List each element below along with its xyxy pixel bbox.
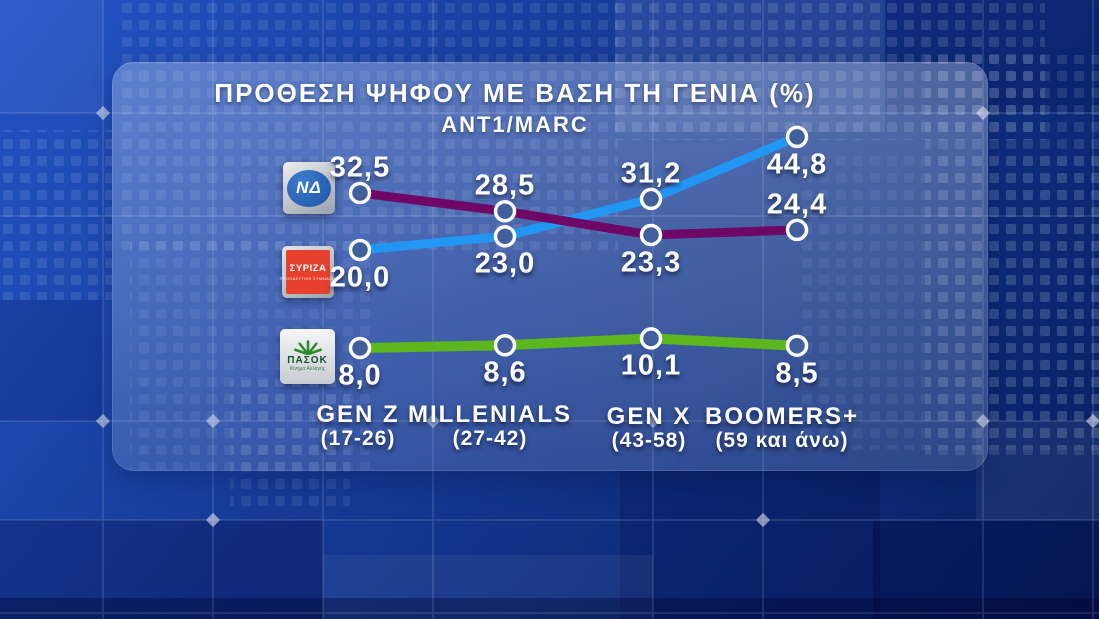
pasok-sun-icon xyxy=(293,340,322,355)
pixel-square-patches xyxy=(0,0,1099,510)
data-point-marker xyxy=(348,238,372,262)
data-point-marker xyxy=(348,336,372,360)
value-label: 44,8 xyxy=(766,148,828,181)
value-label: 23,0 xyxy=(474,247,536,280)
party-logo-nd: ΝΔ xyxy=(283,162,335,214)
category-range: (59 και άνω) xyxy=(715,429,849,452)
category-range: (17-26) xyxy=(320,427,396,450)
x-axis-label-gen-z: GEN Z (17-26) xyxy=(316,402,399,451)
chart-panel xyxy=(112,62,988,471)
syriza-logo-emblem: ΣΥΡΙΖΑ ΠΡΟΟΔΕΥΤΙΚΗ ΣΥΜΜΑΧΙΑ xyxy=(280,250,336,294)
syriza-logo-text: ΣΥΡΙΖΑ xyxy=(289,263,327,274)
value-label: 8,6 xyxy=(483,356,527,389)
data-point-marker xyxy=(639,327,663,350)
value-label: 10,1 xyxy=(620,349,682,382)
series-line-ΠΑΣΟΚ xyxy=(355,333,802,353)
data-point-marker xyxy=(639,187,663,211)
nd-logo-text: ΝΔ xyxy=(296,178,322,197)
data-point-marker xyxy=(493,199,517,223)
nd-logo-emblem: ΝΔ xyxy=(287,169,331,207)
category-name: MILLENIALS xyxy=(408,401,572,428)
chart-source-label: ANT1/MARC xyxy=(441,112,589,137)
x-axis-label-millenials: MILLENIALS (27-42) xyxy=(408,402,572,451)
party-logo-syriza: ΣΥΡΙΖΑ ΠΡΟΟΔΕΥΤΙΚΗ ΣΥΜΜΑΧΙΑ xyxy=(280,246,336,298)
series-line-ΣΥΡΙΖΑ xyxy=(355,188,802,240)
data-point-marker xyxy=(493,334,517,357)
data-point-marker xyxy=(785,125,809,149)
pasok-logo-text: ΠΑΣΟΚ xyxy=(287,355,328,366)
party-logo-pasok: ΠΑΣΟΚ Κίνημα Αλλαγής xyxy=(280,329,335,384)
data-point-marker xyxy=(785,218,809,242)
category-range: (27-42) xyxy=(452,427,528,450)
category-name: GEN Z xyxy=(316,401,400,428)
value-label: 8,0 xyxy=(338,359,382,392)
value-label: 32,5 xyxy=(329,151,391,184)
value-label: 20,0 xyxy=(329,261,391,294)
category-range: (43-58) xyxy=(611,429,687,452)
x-axis-label-gen-x: GEN X (43-58) xyxy=(607,404,692,453)
value-label: 24,4 xyxy=(766,188,828,221)
value-label: 31,2 xyxy=(620,157,682,190)
category-name: GEN X xyxy=(606,403,692,430)
data-point-marker xyxy=(639,223,663,247)
value-label: 8,5 xyxy=(775,357,819,390)
data-point-marker xyxy=(348,181,372,205)
value-label: 23,3 xyxy=(620,246,682,279)
category-name: BOOMERS+ xyxy=(704,403,860,430)
value-label: 28,5 xyxy=(474,169,536,202)
x-axis-label-boomers: BOOMERS+ (59 και άνω) xyxy=(705,404,859,453)
syriza-logo-subtext: ΠΡΟΟΔΕΥΤΙΚΗ ΣΥΜΜΑΧΙΑ xyxy=(279,276,337,281)
data-point-marker xyxy=(785,334,809,357)
pasok-logo-subtext: Κίνημα Αλλαγής xyxy=(289,366,326,372)
series-line-ΝΔ xyxy=(355,132,802,255)
chart-title: ΠΡΟΘΕΣΗ ΨΗΦΟΥ ΜΕ ΒΑΣΗ ΤΗ ΓΕΝΙΑ (%) xyxy=(214,78,816,108)
data-point-marker xyxy=(493,225,517,248)
